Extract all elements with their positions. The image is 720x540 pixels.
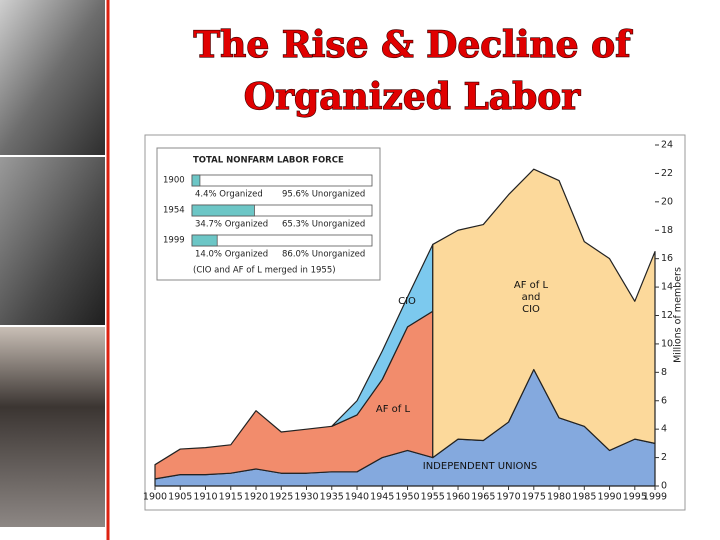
inset-label: 95.6% Unorganized <box>282 190 365 200</box>
y-tick-label: 6 <box>661 395 667 406</box>
area-label: INDEPENDENT UNIONS <box>422 461 538 472</box>
x-tick-label: 1910 <box>193 492 217 503</box>
x-tick-label: 1930 <box>294 492 318 503</box>
x-tick-label: 1950 <box>395 492 419 503</box>
area-label: CIO <box>398 296 416 307</box>
area-label: AF of L and CIO <box>513 280 549 315</box>
x-tick-label: 1915 <box>219 492 243 503</box>
inset-label: 34.7% Organized <box>195 220 268 230</box>
inset-label: 86.0% Unorganized <box>282 250 365 260</box>
inset-note: (CIO and AF of L merged in 1955) <box>193 266 336 276</box>
y-tick-label: 18 <box>661 225 673 236</box>
inset-bar <box>191 204 255 217</box>
title-line: Organized Labor <box>244 76 582 118</box>
x-tick-label: 1920 <box>244 492 268 503</box>
x-tick-label: 1980 <box>547 492 571 503</box>
photo-panel <box>0 157 105 325</box>
inset-year: 1999 <box>163 236 185 246</box>
area-label: AF of L <box>375 404 411 415</box>
x-tick-label: 1905 <box>168 492 192 503</box>
x-tick-label: 1970 <box>496 492 520 503</box>
x-tick-label: 1985 <box>572 492 596 503</box>
x-tick-label: 1965 <box>471 492 495 503</box>
inset-bar <box>191 174 201 187</box>
y-axis-label: Millions of members <box>673 267 684 363</box>
y-tick-label: 8 <box>661 367 667 378</box>
y-tick-label: 20 <box>661 196 673 207</box>
y-tick-label: 0 <box>661 481 667 492</box>
x-tick-label: 1945 <box>370 492 394 503</box>
inset-bar-frame <box>191 234 373 247</box>
x-tick-label: 1960 <box>446 492 470 503</box>
x-tick-label: 1975 <box>522 492 546 503</box>
inset-label: 4.4% Organized <box>195 190 263 200</box>
y-tick-label: 24 <box>661 140 673 151</box>
y-tick-label: 2 <box>661 452 667 463</box>
inset-label: 14.0% Organized <box>195 250 268 260</box>
area <box>432 168 656 459</box>
y-tick-label: 12 <box>661 310 673 321</box>
inset-year: 1954 <box>163 206 185 216</box>
inset-title: TOTAL NONFARM LABOR FORCE <box>193 156 344 166</box>
y-tick-label: 10 <box>661 338 673 349</box>
x-tick-label: 1955 <box>421 492 445 503</box>
photo-panel <box>0 327 105 527</box>
y-tick-label: 22 <box>661 168 673 179</box>
y-tick-label: 16 <box>661 253 673 264</box>
inset-year: 1900 <box>163 176 185 186</box>
title-line: The Rise & Decline of <box>193 24 633 66</box>
y-tick-label: 4 <box>661 424 667 435</box>
y-tick-label: 14 <box>661 282 673 293</box>
x-tick-label: 1999 <box>643 492 667 503</box>
x-tick-label: 1995 <box>623 492 647 503</box>
inset-bar <box>191 234 218 247</box>
inset-bar-frame <box>191 174 373 187</box>
inset-label: 65.3% Unorganized <box>282 220 365 230</box>
x-tick-label: 1935 <box>320 492 344 503</box>
x-tick-label: 1940 <box>345 492 369 503</box>
photo-panel <box>0 0 105 155</box>
x-tick-label: 1925 <box>269 492 293 503</box>
x-tick-label: 1990 <box>597 492 621 503</box>
x-tick-label: 1900 <box>143 492 167 503</box>
